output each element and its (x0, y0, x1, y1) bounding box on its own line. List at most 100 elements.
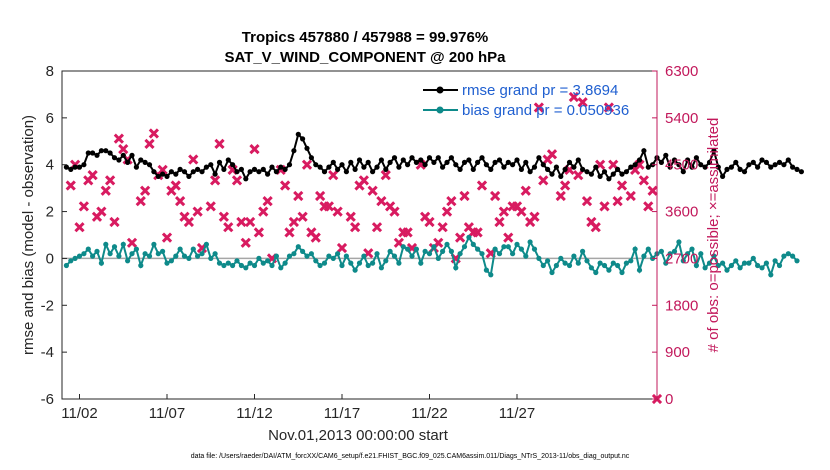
obs-count-marker (647, 185, 658, 196)
rmse-point (221, 166, 227, 172)
rmse-point (680, 169, 686, 175)
x-tick-label: 11/17 (324, 405, 360, 422)
rmse-point (138, 157, 144, 163)
rmse-point (785, 157, 791, 163)
axes-frame (61, 70, 658, 400)
rmse-point (545, 166, 551, 172)
obs-count-marker (205, 201, 216, 212)
bias-point (321, 260, 328, 266)
bias-point (553, 262, 560, 269)
bias-point (326, 253, 332, 259)
rmse-point (619, 171, 625, 177)
obs-count-marker (100, 185, 111, 196)
bias-point (689, 246, 695, 252)
bias-point (168, 258, 174, 264)
rmse-point (142, 159, 148, 165)
bias-point (195, 253, 201, 259)
bias-point (667, 251, 673, 257)
rmse-point (116, 157, 122, 163)
obs-count-marker (538, 175, 549, 186)
rmse-point (190, 169, 196, 175)
obs-count-marker (516, 206, 527, 217)
rmse-point (566, 159, 573, 165)
bias-point (356, 260, 363, 266)
rmse-point (431, 159, 437, 165)
bias-point (588, 265, 595, 271)
obs-count-marker (643, 201, 654, 212)
bias-point (278, 265, 284, 271)
bias-point (396, 260, 402, 266)
obs-count-marker (599, 201, 610, 212)
rmse-point (160, 171, 166, 177)
x-tick-label: 11/12 (236, 405, 272, 422)
y2-tick-label: 4500 (665, 157, 698, 174)
obs-count-marker (376, 196, 387, 207)
bias-point (203, 241, 209, 247)
rmse-point (273, 169, 279, 175)
rmse-point (81, 162, 87, 168)
bias-point (453, 265, 459, 271)
y-axis-label: rmse and bias (model - observation) (20, 115, 37, 355)
rmse-point (378, 157, 384, 163)
bias-point (173, 253, 179, 259)
rmse-point (146, 162, 153, 168)
obs-count-marker (297, 211, 308, 222)
rmse-point (737, 166, 743, 172)
x-axis-label: Nov.01,2013 00:00:00 start (268, 427, 449, 444)
rmse-point (225, 157, 231, 163)
rmse-point (448, 155, 454, 161)
obs-count-marker (315, 190, 326, 202)
y2-tick-label: 5400 (665, 110, 698, 127)
bias-point (755, 262, 761, 269)
bias-point (426, 251, 433, 257)
rmse-point (505, 159, 511, 165)
bias-point (715, 262, 721, 269)
rmse-point (282, 166, 288, 172)
y-tick-label: -4 (41, 344, 54, 361)
rmse-point (588, 171, 595, 177)
bias-point (593, 269, 599, 276)
rmse-point (483, 162, 489, 168)
y-tick-label: 0 (46, 250, 54, 267)
bias-point (794, 258, 800, 264)
obs-count-marker (385, 201, 396, 212)
bias-point (610, 260, 616, 266)
rmse-point (776, 159, 783, 165)
rmse-point (706, 159, 713, 165)
bias-point (685, 251, 691, 257)
rmse-point (728, 164, 735, 170)
rmse-point (260, 166, 266, 172)
obs-count-marker (109, 216, 120, 228)
bias-point (269, 262, 275, 269)
bias-point (413, 246, 419, 252)
rmse-point (601, 169, 608, 175)
bias-point (370, 260, 376, 266)
rmse-point (300, 136, 306, 142)
bias-point (365, 262, 371, 269)
bias-point (295, 244, 301, 250)
obs-count-marker (218, 211, 229, 222)
rmse-point (343, 169, 349, 175)
x-axis: 11/02 11/07 11/12 11/17 11/22 11/27 (61, 394, 535, 422)
rmse-point (76, 164, 83, 170)
rmse-point (164, 173, 170, 179)
bias-point (440, 248, 446, 254)
obs-count-marker (446, 196, 457, 207)
rmse-point (798, 169, 805, 175)
bias-point (448, 248, 454, 254)
y-tick-label: 4 (46, 157, 54, 174)
bias-point (514, 241, 520, 247)
y-tick-label: -6 (41, 391, 54, 408)
rmse-point (698, 162, 704, 168)
rmse-point (68, 166, 74, 172)
right-y-axis: 0 900 1800 2700 3600 4500 5400 6300 (652, 63, 698, 408)
rmse-point (593, 164, 599, 170)
rmse-point (720, 173, 726, 179)
rmse-point (461, 159, 468, 165)
bias-point (728, 262, 735, 269)
data-file-footnote: data file: /Users/raeder/DAI/ATM_forcXX/… (191, 453, 630, 460)
obs-count-marker (603, 102, 614, 113)
rmse-point (641, 148, 647, 154)
rmse-point (238, 166, 244, 172)
obs-count-marker (210, 175, 221, 186)
